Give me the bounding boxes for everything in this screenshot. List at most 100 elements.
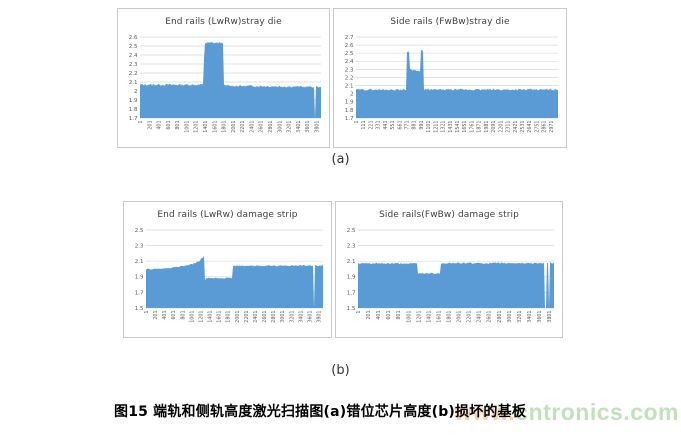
svg-text:2.5: 2.5 — [135, 228, 144, 234]
svg-text:1541: 1541 — [455, 121, 461, 133]
svg-text:2.6: 2.6 — [345, 43, 354, 49]
svg-text:2001: 2001 — [457, 311, 463, 323]
svg-text:221: 221 — [368, 121, 374, 130]
svg-text:1601: 1601 — [217, 311, 223, 323]
svg-text:1.7: 1.7 — [135, 290, 144, 296]
svg-text:3401: 3401 — [298, 311, 304, 323]
svg-text:551: 551 — [390, 121, 396, 130]
chart-title: Side rails(FwBw) damage strip — [379, 210, 519, 220]
svg-text:601: 601 — [171, 311, 177, 320]
svg-text:3601: 3601 — [537, 311, 543, 323]
svg-text:2091: 2091 — [491, 121, 497, 133]
svg-text:2.4: 2.4 — [345, 59, 354, 65]
svg-text:1.9: 1.9 — [129, 98, 138, 104]
svg-text:2801: 2801 — [497, 311, 503, 323]
svg-text:1.9: 1.9 — [347, 275, 356, 281]
svg-text:1801: 1801 — [222, 121, 228, 133]
svg-text:1761: 1761 — [470, 121, 476, 133]
svg-text:401: 401 — [376, 311, 382, 320]
chart-plot-side-rails-stray-die: 2.7 2.6 2.5 2.4 2.3 2.2 2.1 2 1.9 1.8 1.7 1 111 221 33… — [334, 32, 566, 147]
svg-text:441: 441 — [383, 121, 389, 130]
chart-card-side-rails-damage-strip: Side rails(FwBw) damage strip 2.5 2.3 2.1 1… — [335, 201, 563, 338]
svg-text:2: 2 — [350, 92, 354, 98]
svg-text:2001: 2001 — [235, 311, 241, 323]
svg-text:2.3: 2.3 — [129, 62, 138, 68]
svg-text:2.5: 2.5 — [129, 44, 138, 50]
svg-text:201: 201 — [366, 311, 372, 320]
svg-text:801: 801 — [180, 311, 186, 320]
svg-text:1101: 1101 — [426, 121, 432, 133]
chart-title: End rails (LwRw)stray die — [165, 17, 282, 27]
svg-text:2801: 2801 — [268, 121, 274, 133]
svg-text:2.1: 2.1 — [347, 259, 356, 265]
svg-text:2.5: 2.5 — [347, 228, 356, 234]
svg-text:3401: 3401 — [527, 311, 533, 323]
svg-text:3801: 3801 — [317, 311, 323, 323]
svg-text:2.7: 2.7 — [345, 35, 354, 41]
svg-text:331: 331 — [376, 121, 382, 130]
svg-text:3001: 3001 — [280, 311, 286, 323]
svg-text:2.4: 2.4 — [129, 53, 138, 59]
svg-text:1001: 1001 — [189, 311, 195, 323]
svg-text:3601: 3601 — [307, 311, 313, 323]
svg-text:1321: 1321 — [441, 121, 447, 133]
svg-text:771: 771 — [405, 121, 411, 130]
svg-text:2.6: 2.6 — [129, 35, 138, 41]
svg-text:1401: 1401 — [426, 311, 432, 323]
svg-text:1401: 1401 — [203, 121, 209, 133]
svg-text:2601: 2601 — [262, 311, 268, 323]
svg-text:2.1: 2.1 — [135, 259, 144, 265]
svg-text:1601: 1601 — [212, 121, 218, 133]
svg-text:1.7: 1.7 — [345, 116, 354, 122]
svg-text:201: 201 — [153, 311, 159, 320]
svg-text:2971: 2971 — [549, 121, 555, 133]
svg-text:1.8: 1.8 — [345, 108, 354, 114]
chart-title: End rails (LwRw) damage strip — [157, 210, 298, 220]
svg-text:1: 1 — [356, 311, 362, 314]
svg-text:3801: 3801 — [314, 121, 320, 133]
svg-text:1.8: 1.8 — [129, 107, 138, 113]
svg-text:3601: 3601 — [305, 121, 311, 133]
svg-text:401: 401 — [162, 311, 168, 320]
svg-text:661: 661 — [397, 121, 403, 130]
svg-text:201: 201 — [147, 121, 153, 130]
svg-text:991: 991 — [419, 121, 425, 130]
svg-text:2001: 2001 — [231, 121, 237, 133]
svg-text:3201: 3201 — [287, 121, 293, 133]
svg-text:801: 801 — [396, 311, 402, 320]
svg-text:881: 881 — [412, 121, 418, 130]
svg-text:1201: 1201 — [416, 311, 422, 323]
watermark-prefix: www. — [454, 399, 516, 425]
svg-text:2201: 2201 — [467, 311, 473, 323]
svg-text:2.3: 2.3 — [347, 244, 356, 250]
svg-text:2641: 2641 — [527, 121, 533, 133]
svg-text:1401: 1401 — [208, 311, 214, 323]
svg-text:2421: 2421 — [513, 121, 519, 133]
figure-caption: 图15 端轨和侧轨高度激光扫描图(a)错位芯片高度(b)损坏的基板 — [114, 404, 527, 420]
figure-label-b: (b) — [331, 363, 350, 378]
svg-text:401: 401 — [157, 121, 163, 130]
svg-text:2.3: 2.3 — [135, 244, 144, 250]
svg-text:2861: 2861 — [542, 121, 548, 133]
chart-card-side-rails-stray-die: Side rails (FwBw)stray die 2.7 2.6 2.5 2.4 2… — [333, 8, 567, 148]
svg-text:2751: 2751 — [534, 121, 540, 133]
svg-text:3001: 3001 — [277, 121, 283, 133]
svg-text:1.7: 1.7 — [347, 290, 356, 296]
svg-text:2.5: 2.5 — [345, 51, 354, 57]
svg-text:1.5: 1.5 — [347, 306, 356, 312]
svg-text:1211: 1211 — [433, 121, 439, 133]
svg-text:2.2: 2.2 — [129, 71, 138, 77]
svg-text:1801: 1801 — [447, 311, 453, 323]
svg-text:2201: 2201 — [244, 311, 250, 323]
chart-plot-side-rails-damage-strip: 2.5 2.3 2.1 1.9 1.7 1.5 1 201 401 601 801 1001 1201 1… — [336, 225, 562, 337]
svg-text:1871: 1871 — [477, 121, 483, 133]
svg-text:1.9: 1.9 — [135, 275, 144, 281]
svg-text:3401: 3401 — [296, 121, 302, 133]
svg-text:2401: 2401 — [477, 311, 483, 323]
svg-text:1.7: 1.7 — [129, 116, 138, 122]
chart-card-end-rails-damage-strip: End rails (LwRw) damage strip 2.5 2.3 2.1 1… — [123, 201, 332, 338]
svg-text:3201: 3201 — [289, 311, 295, 323]
svg-text:2201: 2201 — [498, 121, 504, 133]
svg-text:601: 601 — [166, 121, 172, 130]
